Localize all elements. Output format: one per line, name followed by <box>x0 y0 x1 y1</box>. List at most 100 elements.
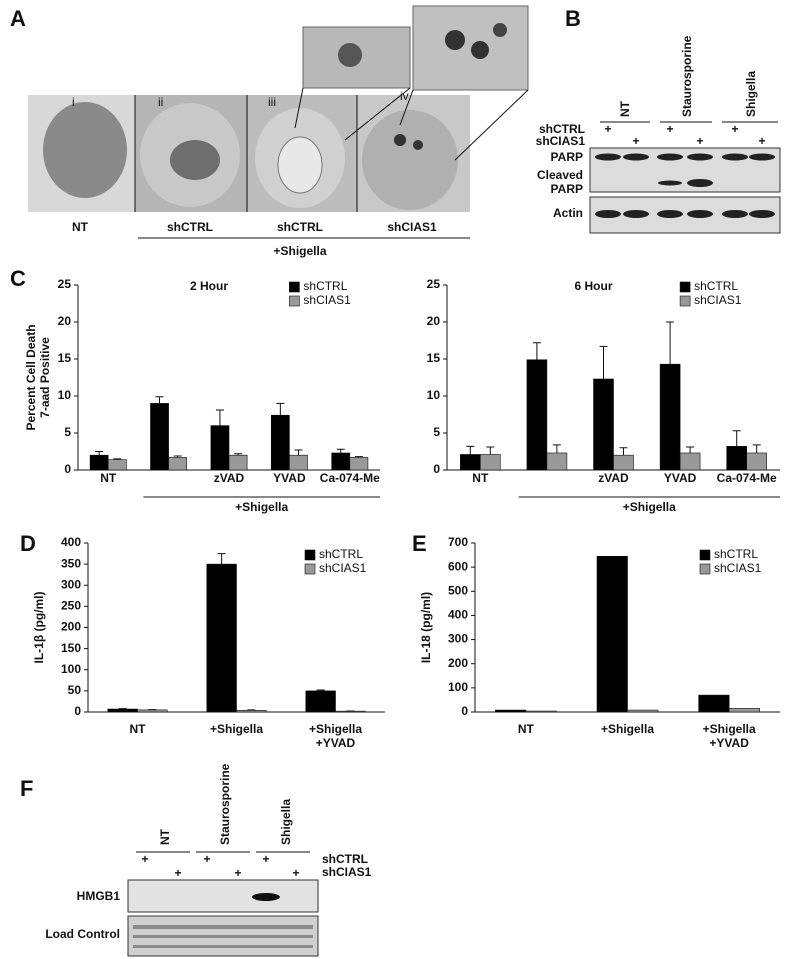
bar <box>137 709 168 713</box>
plus: + <box>234 866 241 880</box>
condition-label: shCIAS1 <box>387 220 437 234</box>
condition-label: NT <box>72 220 89 234</box>
row-label: shCTRL <box>539 122 585 136</box>
bar <box>228 454 248 471</box>
panel-letter: F <box>20 776 33 801</box>
image-label: ii <box>158 95 163 109</box>
legend-label: shCTRL <box>319 547 363 561</box>
lane-header: NT <box>618 100 632 117</box>
error-bar <box>113 458 122 460</box>
bar <box>746 452 767 471</box>
bar <box>107 708 138 713</box>
y-tick-label: 10 <box>58 388 72 402</box>
legend-label: shCIAS1 <box>319 561 367 575</box>
bar <box>168 457 188 471</box>
bar <box>679 452 701 471</box>
legend-swatch <box>304 563 316 575</box>
x-tick-label: +Shigella <box>601 722 654 736</box>
error-bar <box>732 430 741 447</box>
y-tick-label: 25 <box>427 277 441 291</box>
bar <box>495 709 527 713</box>
bar <box>289 454 308 471</box>
error-bar <box>215 409 224 426</box>
y-tick-label: 25 <box>58 277 72 291</box>
row-label: shCIAS1 <box>322 865 372 879</box>
x-tick-label: NT <box>100 471 117 485</box>
legend-label: shCIAS1 <box>714 561 762 575</box>
plus: + <box>141 852 148 866</box>
lane-header: NT <box>158 828 172 845</box>
bar <box>613 454 634 471</box>
legend-label: shCIAS1 <box>694 293 742 307</box>
x-tick-label: +Shigella <box>210 722 263 736</box>
x-tick-label: zVAD <box>598 471 629 485</box>
y-tick-label: 300 <box>61 577 81 591</box>
y-tick-label: 0 <box>64 462 71 476</box>
y-tick-label: 15 <box>427 351 441 365</box>
chart-title: 2 Hour <box>190 279 228 293</box>
error-bar <box>294 449 303 456</box>
error-bar <box>666 321 675 365</box>
bar <box>107 459 127 471</box>
bar <box>479 454 501 471</box>
plus: + <box>731 122 738 136</box>
legend-swatch <box>699 563 711 575</box>
error-bar <box>234 453 243 456</box>
panel-letter: D <box>20 531 36 556</box>
bar <box>698 694 730 713</box>
legend-label: shCTRL <box>303 279 347 293</box>
bar <box>270 414 290 471</box>
bar <box>546 452 568 471</box>
error-bar <box>155 396 164 404</box>
y-tick-label: 20 <box>58 314 72 328</box>
bar <box>460 454 481 471</box>
x-tick-label: zVAD <box>214 471 245 485</box>
plus: + <box>203 852 210 866</box>
error-bar <box>486 446 495 455</box>
error-bar <box>336 448 345 453</box>
lane-header: Staurosporine <box>680 35 694 117</box>
y-tick-label: 10 <box>427 388 441 402</box>
condition-label: shCTRL <box>167 220 213 234</box>
blot-label: PARP <box>551 150 583 164</box>
blot-label: Load Control <box>45 927 120 941</box>
y-tick-label: 600 <box>448 559 468 573</box>
micrographs <box>28 5 529 212</box>
legend-swatch <box>679 281 691 293</box>
x-tick-label: NT <box>518 722 535 736</box>
error-bar <box>752 444 761 453</box>
y-tick-label: 5 <box>433 425 440 439</box>
panel-letter: B <box>565 6 581 31</box>
plus: + <box>604 122 611 136</box>
y-tick-label: 15 <box>58 351 72 365</box>
plus: + <box>696 134 703 148</box>
legend-label: shCTRL <box>694 279 738 293</box>
bar <box>593 378 614 471</box>
x-tick-label: Ca-074-Me <box>320 471 380 485</box>
panel-letter: E <box>412 531 427 556</box>
plus: + <box>292 866 299 880</box>
image-label: iv <box>400 89 409 103</box>
bar <box>659 363 681 471</box>
x-tick-label: YVAD <box>273 471 306 485</box>
western-blot <box>127 851 319 957</box>
y-tick-label: 0 <box>433 462 440 476</box>
legend-swatch <box>699 549 711 561</box>
error-bar <box>532 342 541 360</box>
western-blot <box>589 121 781 234</box>
lane-header: Shigella <box>744 71 758 117</box>
bar <box>596 555 628 713</box>
x-tick-label: NT <box>130 722 147 736</box>
error-bar <box>276 402 285 416</box>
x-tick-label: YVAD <box>664 471 697 485</box>
y-tick-label: 200 <box>448 656 468 670</box>
image-label: iii <box>268 95 276 109</box>
y-tick-label: 20 <box>427 314 441 328</box>
bar <box>627 709 659 713</box>
bar <box>150 403 169 471</box>
error-bar <box>316 689 325 691</box>
error-bar <box>95 451 104 456</box>
bar <box>236 710 267 713</box>
error-bar <box>619 447 628 456</box>
